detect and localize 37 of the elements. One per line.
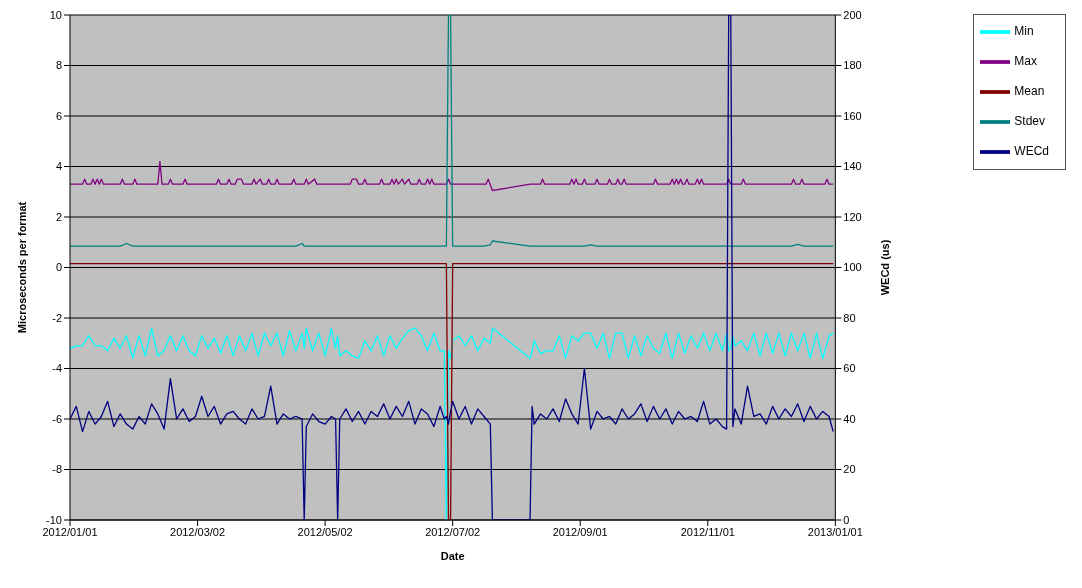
y-tick-label: 6 xyxy=(55,109,62,122)
legend-label: Min xyxy=(1014,24,1034,39)
y-tick-label: 10 xyxy=(49,8,62,21)
y-tick-label: -2 xyxy=(52,311,62,324)
y2-tick-label: 20 xyxy=(843,463,856,476)
y2-tick-label: 0 xyxy=(843,513,850,526)
y-tick-label: 0 xyxy=(55,261,62,274)
y-tick-label: 4 xyxy=(55,160,62,173)
legend-label: Max xyxy=(1014,54,1037,69)
x-tick-label: 2013/01/01 xyxy=(807,525,863,538)
y2-tick-label: 60 xyxy=(843,362,856,375)
y2-tick-label: 80 xyxy=(843,311,856,324)
y-tick-label: -10 xyxy=(46,513,62,526)
legend-label: WECd xyxy=(1014,144,1049,159)
legend-label: Mean xyxy=(1014,84,1045,99)
x-axis-title: Date xyxy=(440,550,465,562)
y2-tick-label: 140 xyxy=(843,160,862,173)
y2-tick-label: 120 xyxy=(843,210,862,223)
x-tick-label: 2012/09/01 xyxy=(552,525,608,538)
y-tick-label: 8 xyxy=(55,59,62,72)
x-tick-label: 2012/05/02 xyxy=(297,525,353,538)
x-tick-label: 2012/01/01 xyxy=(42,525,98,538)
y-tick-label: -8 xyxy=(52,463,62,476)
y-axis-title: Microseconds per format xyxy=(15,201,28,334)
y2-tick-label: 40 xyxy=(843,412,856,425)
y-tick-label: -4 xyxy=(52,362,62,375)
y2-axis-title: WECd (us) xyxy=(879,239,892,296)
x-tick-label: 2012/03/02 xyxy=(170,525,226,538)
y2-tick-label: 100 xyxy=(843,261,862,274)
y2-tick-label: 160 xyxy=(843,109,862,122)
y2-tick-label: 180 xyxy=(843,59,862,72)
y-tick-label: -6 xyxy=(52,412,62,425)
x-tick-label: 2012/11/01 xyxy=(680,525,735,538)
y-tick-label: 2 xyxy=(55,210,62,223)
y2-tick-label: 200 xyxy=(843,8,862,21)
legend-label: Stdev xyxy=(1014,114,1046,129)
x-tick-label: 2012/07/02 xyxy=(425,525,481,538)
